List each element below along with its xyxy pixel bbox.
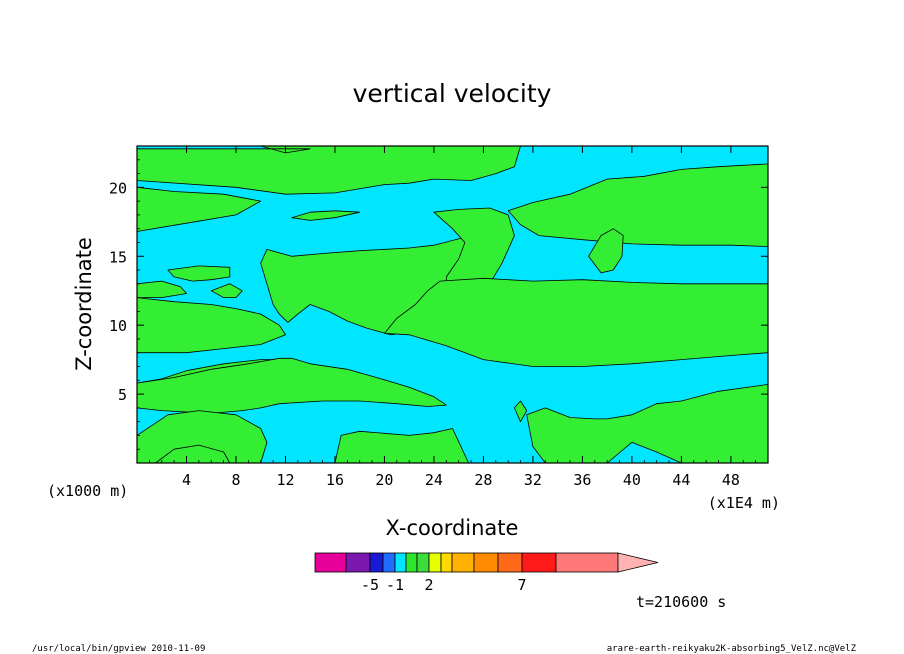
colorbar-label: -1	[386, 576, 404, 594]
colorbar-swatch	[473, 552, 499, 573]
x-tick-label: 48	[722, 471, 740, 489]
contour-region-16	[334, 428, 470, 464]
x-tick-label: 36	[573, 471, 591, 489]
contour-region-7	[136, 297, 286, 354]
colorbar-swatch	[369, 552, 384, 573]
colorbar-swatch	[405, 552, 418, 573]
contour-region-0	[136, 145, 521, 195]
colorbar-swatch	[521, 552, 557, 573]
x-tick-label: 40	[623, 471, 641, 489]
colorbar-extension	[617, 552, 659, 573]
x-ticks: 4 8 12 16 20 24 28 32 36 40 44 48	[148, 146, 757, 489]
colorbar-swatch	[382, 552, 396, 573]
colorbar: -5 -1 2 7	[314, 552, 659, 594]
y-axis-label: Z-coordinate	[72, 237, 96, 371]
x-tick-label: 32	[524, 471, 542, 489]
contour-region-1	[136, 186, 262, 232]
x-tick-label: 28	[474, 471, 492, 489]
footer-left: /usr/local/bin/gpview 2010-11-09	[32, 644, 205, 654]
colorbar-label: 2	[424, 576, 433, 594]
y-tick-label: 5	[118, 386, 127, 404]
x-tick-label: 8	[231, 471, 240, 489]
x-tick-label: 24	[425, 471, 443, 489]
colorbar-label: 7	[517, 576, 526, 594]
colorbar-swatch	[314, 552, 347, 573]
colorbar-swatch	[497, 552, 523, 573]
contour-region-3	[291, 210, 361, 221]
contour-region-17	[514, 400, 528, 423]
y-tick-label: 15	[109, 248, 127, 266]
x-tick-label: 44	[672, 471, 690, 489]
contour-region-8	[167, 265, 231, 282]
contour-regions	[136, 145, 769, 464]
x-tick-label: 4	[182, 471, 191, 489]
colorbar-swatch	[345, 552, 371, 573]
colorbar-label: -5	[361, 576, 379, 594]
y-ticks: 5 10 15 20	[109, 159, 768, 450]
x-axis-label: X-coordinate	[386, 516, 519, 540]
time-label: t=210600 s	[636, 593, 726, 611]
colorbar-swatch	[394, 552, 407, 573]
x-tick-label: 16	[326, 471, 344, 489]
colorbar-swatch	[451, 552, 475, 573]
y-tick-label: 10	[109, 317, 127, 335]
x-tick-label: 20	[375, 471, 393, 489]
x-tick-label: 12	[276, 471, 294, 489]
colorbar-swatch	[416, 552, 430, 573]
x-unit-label: (x1000 m)	[47, 482, 128, 500]
colorbar-swatch	[440, 552, 453, 573]
contour-region-11	[384, 277, 769, 367]
y-tick-label: 20	[109, 179, 127, 197]
footer-right: arare-earth-reikyaku2K-absorbing5_VelZ.n…	[607, 644, 857, 654]
contour-region-6	[588, 228, 624, 274]
contour-region-10	[210, 283, 243, 299]
colorbar-swatch	[555, 552, 619, 573]
chart-title: vertical velocity	[353, 79, 552, 108]
colorbar-swatch	[428, 552, 442, 573]
plot-frame	[136, 145, 769, 464]
x-scale-note: (x1E4 m)	[708, 494, 780, 512]
